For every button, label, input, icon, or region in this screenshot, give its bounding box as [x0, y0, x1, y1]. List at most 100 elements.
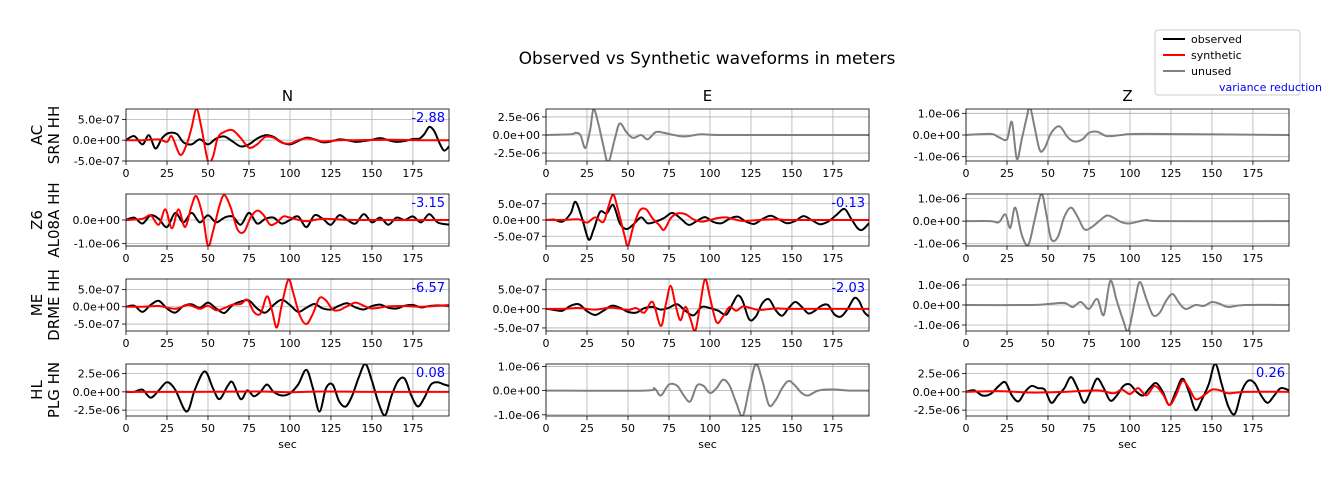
- panel-e-row2: 0 25 50 75 100 125 150 175 5.0e-07 0.0e+00 -5.0e-0…: [493, 278, 870, 350]
- traces: [126, 364, 449, 416]
- x-tick-label: 175: [402, 422, 423, 435]
- x-tick-label: 75: [662, 422, 676, 435]
- panel-n-row1: 0 25 50 75 100 125 150 175 0.0e+00 -1.0e-06 -3.15: [73, 193, 450, 265]
- synthetic-trace: [546, 279, 869, 331]
- y-tick-label: 1.0e-06: [918, 279, 960, 292]
- y-tick-label: 1.0e-06: [918, 193, 960, 206]
- unused-trace: [966, 279, 1289, 331]
- x-tick-label: 25: [160, 167, 174, 180]
- y-tick-label: 2.5e-06: [498, 111, 540, 124]
- traces: [126, 194, 449, 246]
- variance-reduction-value: -2.03: [831, 281, 865, 296]
- x-tick-label: 175: [822, 252, 843, 265]
- legend-label: unused: [1191, 65, 1231, 78]
- x-tick-label: 50: [201, 167, 215, 180]
- x-tick-label: 75: [662, 252, 676, 265]
- grid: [965, 364, 1289, 416]
- y-tick-label: -1.0e-06: [914, 238, 960, 251]
- panel-e-row0: 0 25 50 75 100 125 150 175 2.5e-06 0.0e+00 -2.5e-0…: [493, 108, 870, 180]
- x-tick-label: 100: [699, 167, 720, 180]
- x-tick-label: 25: [160, 422, 174, 435]
- y-tick-label: -5.0e-07: [494, 322, 540, 335]
- x-tick-label: 175: [822, 167, 843, 180]
- observed-trace: [126, 364, 449, 416]
- traces: [966, 364, 1289, 416]
- x-tick-label: 50: [1041, 167, 1055, 180]
- traces: [546, 279, 869, 331]
- panel-n-row2: 0 25 50 75 100 125 150 175 5.0e-07 0.0e+00 -5.0e-0…: [73, 278, 450, 350]
- y-tick-label: 1.0e-06: [918, 107, 960, 120]
- x-tick-label: 150: [781, 252, 802, 265]
- x-tick-label: 50: [621, 252, 635, 265]
- legend-label: variance reduction: [1219, 81, 1322, 94]
- x-tick-label: 75: [1082, 422, 1096, 435]
- x-tick-label: 75: [242, 252, 256, 265]
- x-tick-label: 100: [699, 252, 720, 265]
- y-tick-label: 0.0e+00: [913, 386, 960, 399]
- x-tick-label: 125: [320, 252, 341, 265]
- row-labels: AC SRN HH Z6 AL08A HH ME DRME HH HL PLG HN: [28, 106, 63, 418]
- x-tick-label: 175: [822, 337, 843, 350]
- column-title-n: N: [282, 87, 293, 105]
- row-network-label: Z6: [28, 210, 46, 230]
- variance-reduction-value: 0.08: [416, 366, 445, 381]
- x-tick-label: 25: [160, 252, 174, 265]
- x-tick-label: 75: [1082, 167, 1096, 180]
- x-tick-label: 0: [543, 337, 550, 350]
- panel-z-row2: 0 25 50 75 100 125 150 175 1.0e-06 0.0e+00 -1.0e-0…: [913, 278, 1290, 350]
- y-tick-label: -5.0e-07: [74, 318, 120, 331]
- x-tick-label: 50: [621, 337, 635, 350]
- y-tick-label: -1.0e-06: [914, 151, 960, 164]
- x-tick-label: 125: [740, 422, 761, 435]
- panels: 0 25 50 75 100 125 150 175 5.0e-07 0.0e+00 -5.0e-0…: [73, 107, 1290, 451]
- x-tick-label: 125: [320, 337, 341, 350]
- x-tick-label: 175: [1242, 422, 1263, 435]
- synthetic-trace: [126, 390, 449, 394]
- row-network-label: HL: [28, 380, 46, 400]
- x-tick-label: 25: [580, 252, 594, 265]
- traces: [126, 109, 449, 161]
- panel-z-row3: 0 25 50 75 100 125 150 175 2.5e-06 0.0e+00 -2.5e-0…: [913, 363, 1290, 451]
- variance-reduction-value: -6.57: [411, 281, 445, 296]
- x-tick-label: 175: [822, 422, 843, 435]
- panel-frame: [125, 278, 450, 332]
- observed-trace: [126, 211, 449, 229]
- panel-z-row1: 0 25 50 75 100 125 150 175 1.0e-06 0.0e+00 -1.0e-0…: [913, 193, 1290, 265]
- x-tick-label: 125: [740, 167, 761, 180]
- x-tick-label: 175: [1242, 167, 1263, 180]
- figure-title: Observed vs Synthetic waveforms in meter…: [519, 49, 896, 69]
- x-axis-label: sec: [278, 438, 297, 451]
- x-tick-label: 25: [580, 422, 594, 435]
- x-tick-label: 25: [1000, 167, 1014, 180]
- x-tick-label: 75: [1082, 337, 1096, 350]
- legend-label: observed: [1191, 33, 1242, 46]
- panel-frame: [965, 193, 1290, 247]
- row-label: AC SRN HH: [28, 106, 63, 165]
- unused-trace: [546, 364, 869, 416]
- panel-frame: [545, 278, 870, 332]
- traces: [126, 279, 449, 329]
- x-tick-label: 0: [543, 252, 550, 265]
- x-tick-label: 100: [279, 337, 300, 350]
- grid: [125, 279, 449, 331]
- x-tick-label: 100: [699, 422, 720, 435]
- legend-entry: variance reduction: [1219, 81, 1322, 94]
- x-tick-label: 100: [1119, 422, 1140, 435]
- y-tick-label: 1.0e-06: [498, 360, 540, 373]
- panel-frame: [965, 363, 1290, 417]
- y-tick-label: 5.0e-07: [498, 198, 540, 211]
- x-tick-label: 50: [1041, 252, 1055, 265]
- x-tick-label: 150: [361, 337, 382, 350]
- unused-trace: [966, 109, 1289, 161]
- panel-frame: [125, 363, 450, 417]
- x-tick-label: 175: [402, 167, 423, 180]
- y-tick-label: -1.0e-06: [74, 238, 120, 251]
- x-tick-label: 175: [1242, 337, 1263, 350]
- x-tick-label: 0: [543, 422, 550, 435]
- x-tick-label: 150: [361, 252, 382, 265]
- traces: [546, 109, 869, 161]
- x-tick-label: 150: [1201, 252, 1222, 265]
- x-tick-label: 25: [1000, 337, 1014, 350]
